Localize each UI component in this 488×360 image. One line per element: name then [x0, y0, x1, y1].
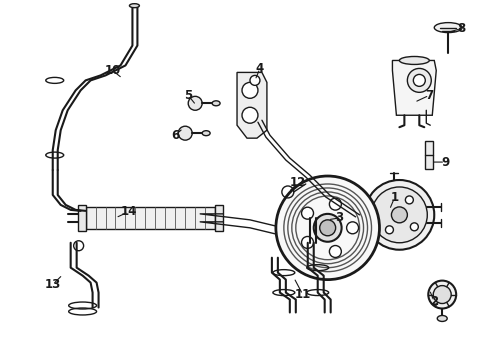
Ellipse shape	[212, 101, 220, 106]
Text: 12: 12	[289, 176, 305, 189]
Circle shape	[364, 180, 433, 250]
Circle shape	[390, 207, 407, 223]
Polygon shape	[237, 72, 266, 138]
Circle shape	[412, 75, 425, 86]
Circle shape	[249, 75, 260, 85]
Circle shape	[313, 214, 341, 242]
Ellipse shape	[433, 23, 461, 32]
Circle shape	[242, 107, 258, 123]
Text: 5: 5	[183, 89, 192, 102]
Bar	[78, 205, 85, 231]
Circle shape	[432, 285, 450, 303]
Circle shape	[346, 222, 358, 234]
Ellipse shape	[399, 57, 428, 64]
Circle shape	[407, 68, 430, 92]
Ellipse shape	[436, 315, 447, 321]
Circle shape	[275, 176, 379, 280]
Text: 13: 13	[44, 278, 61, 291]
Circle shape	[188, 96, 202, 110]
Circle shape	[409, 223, 417, 231]
Circle shape	[319, 220, 335, 236]
Circle shape	[371, 187, 427, 243]
Text: 2: 2	[429, 295, 437, 308]
Text: 14: 14	[120, 205, 136, 219]
Bar	[85, 207, 215, 229]
Text: 11: 11	[294, 288, 310, 301]
Text: 1: 1	[389, 192, 398, 204]
Circle shape	[385, 226, 393, 234]
Circle shape	[329, 198, 341, 210]
Bar	[425, 141, 432, 169]
Text: 3: 3	[335, 211, 343, 224]
Text: 4: 4	[255, 62, 264, 75]
Text: 7: 7	[425, 89, 432, 102]
Circle shape	[178, 126, 192, 140]
Bar	[215, 205, 223, 231]
Polygon shape	[392, 60, 435, 115]
Circle shape	[242, 82, 258, 98]
Circle shape	[301, 207, 313, 219]
Circle shape	[329, 246, 341, 257]
Text: 8: 8	[456, 22, 465, 35]
Circle shape	[301, 237, 313, 248]
Text: 9: 9	[440, 156, 448, 168]
Text: 10: 10	[104, 64, 121, 77]
Text: 6: 6	[171, 129, 179, 142]
Ellipse shape	[202, 131, 210, 136]
Ellipse shape	[129, 4, 139, 8]
Circle shape	[427, 280, 455, 309]
Circle shape	[405, 196, 412, 204]
